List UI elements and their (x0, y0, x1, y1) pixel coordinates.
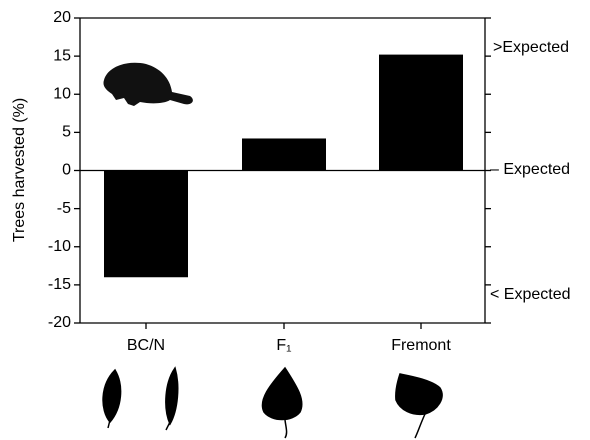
annotation: – Expected (490, 161, 570, 178)
bar (379, 54, 463, 171)
x-tick-label: Fremont (391, 337, 451, 354)
y-tick-label: 0 (62, 162, 71, 179)
y-tick-label: 5 (62, 124, 71, 141)
annotation: < Expected (490, 286, 571, 303)
y-tick-label: -20 (48, 314, 71, 331)
x-tick-label: F₁ (276, 337, 291, 354)
bar (104, 170, 188, 278)
y-tick-label: -5 (57, 200, 71, 217)
y-tick-label: -10 (48, 238, 71, 255)
y-tick-label: 15 (53, 47, 71, 64)
y-tick-label: 20 (53, 9, 71, 26)
bar (242, 138, 326, 171)
y-axis-title: Trees harvested (%) (11, 98, 28, 242)
beaver-icon (103, 62, 193, 106)
annotation: >Expected (493, 39, 569, 56)
y-tick-label: -15 (48, 276, 71, 293)
x-tick-label: BC/N (127, 337, 165, 354)
y-tick-label: 10 (53, 85, 71, 102)
leaf-icons (102, 366, 443, 439)
